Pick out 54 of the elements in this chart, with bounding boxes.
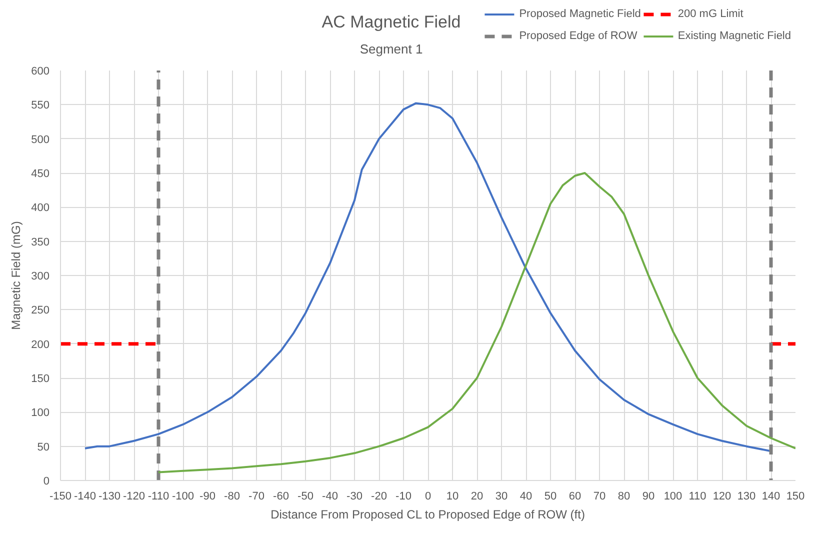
x-tick-label: -90 [200, 490, 216, 502]
y-tick-label: 0 [43, 476, 50, 488]
x-tick-label: 30 [495, 490, 508, 502]
legend-label: Proposed Edge of ROW [519, 29, 638, 43]
x-tick-label: -20 [371, 490, 387, 502]
x-tick-label: -30 [346, 490, 362, 502]
legend-label: Existing Magnetic Field [678, 29, 791, 43]
x-tick-label: 140 [762, 490, 780, 502]
y-tick-label: 200 [31, 338, 50, 351]
x-tick-label: -120 [122, 490, 146, 502]
x-tick-label: 80 [618, 490, 630, 502]
y-tick-label: 400 [31, 202, 50, 214]
x-axis-title: Distance From Proposed CL to Proposed Edge of ROW (ft) [270, 508, 585, 522]
x-tick-label: 40 [520, 490, 532, 502]
chart-subtitle: Segment 1 [360, 41, 423, 56]
legend-label: Proposed Magnetic Field [519, 7, 641, 21]
line-series [84, 102, 772, 452]
x-tick-label: -130 [98, 490, 121, 502]
y-axis-title: Magnetic Field (mG) [9, 221, 24, 330]
x-tick-label: 110 [688, 490, 706, 502]
chart-title: AC Magnetic Field [322, 12, 461, 32]
x-tick-label: -140 [74, 490, 96, 502]
x-tick-label: 120 [712, 490, 732, 502]
x-tick-label: 150 [786, 490, 805, 502]
y-tick-label: 100 [31, 407, 50, 420]
y-tick-label: 350 [31, 236, 50, 248]
x-tick-label: -100 [172, 490, 194, 502]
y-tick-label: 300 [31, 270, 50, 282]
legend-label: 200 mG Limit [678, 7, 744, 21]
x-tick-label: 60 [568, 490, 582, 502]
x-tick-label: -40 [322, 490, 338, 502]
x-tick-label: 90 [642, 490, 655, 502]
y-tick-label: 550 [31, 100, 50, 112]
x-tick-label: -10 [396, 490, 412, 502]
x-tick-label: -70 [248, 490, 264, 502]
x-tick-label: 130 [737, 490, 756, 502]
x-tick-label: 100 [664, 490, 682, 502]
y-tick-label: 450 [31, 168, 50, 180]
line-series [158, 172, 796, 474]
y-tick-label: 250 [31, 304, 50, 317]
x-tick-label: -150 [49, 490, 72, 502]
x-tick-label: 50 [544, 490, 557, 502]
x-tick-label: 70 [593, 490, 606, 502]
y-tick-label: 500 [31, 134, 50, 146]
x-tick-label: 10 [446, 490, 459, 502]
x-tick-label: -110 [148, 490, 170, 502]
x-tick-label: -50 [298, 490, 314, 502]
x-tick-label: 0 [424, 490, 432, 502]
y-tick-label: 150 [31, 373, 50, 385]
x-tick-label: -60 [273, 490, 289, 502]
x-tick-label: 20 [470, 490, 484, 502]
y-tick-label: 50 [37, 441, 50, 454]
x-tick-label: -80 [224, 490, 240, 502]
y-tick-label: 600 [31, 66, 50, 78]
